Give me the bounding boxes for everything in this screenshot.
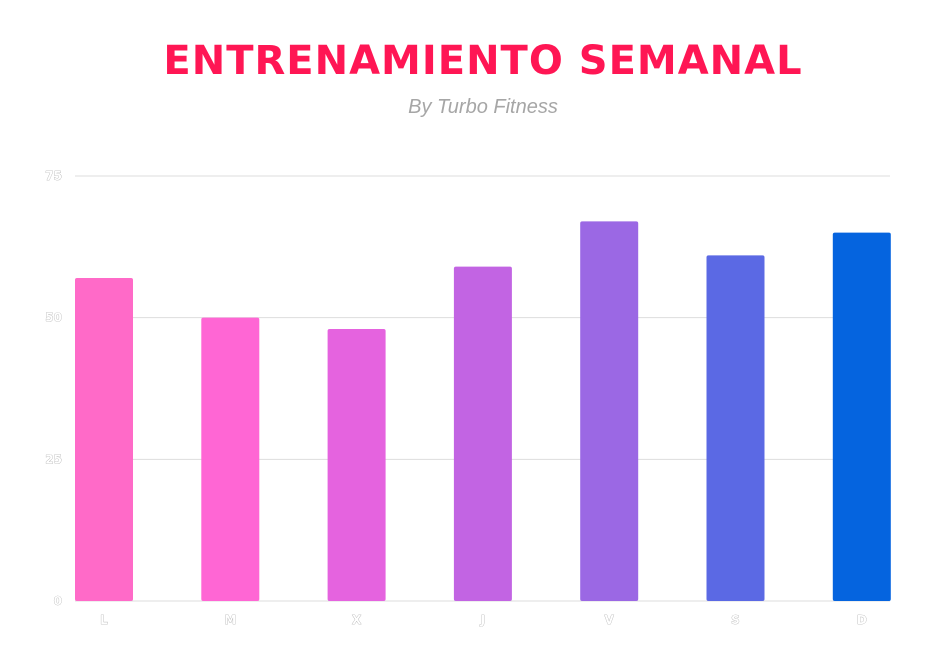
x-tick-label: V [605, 613, 615, 627]
bars [75, 221, 891, 602]
x-tick-label: M [224, 613, 236, 627]
bar-x [327, 329, 386, 601]
bar-d [832, 232, 891, 601]
bar-s [706, 255, 765, 602]
y-tick-label: 75 [45, 169, 62, 183]
chart-title: ENTRENAMIENTO SEMANAL [163, 38, 803, 84]
y-axis-ticks: 0 25 50 75 [45, 169, 62, 609]
bar-l [75, 278, 133, 601]
x-tick-label: J [480, 613, 485, 627]
bar-j [453, 266, 512, 601]
x-tick-label: L [100, 613, 108, 627]
x-tick-label: X [352, 613, 362, 627]
x-tick-label: D [857, 613, 867, 627]
bar-m [201, 317, 260, 601]
y-tick-label: 0 [54, 594, 62, 608]
y-tick-label: 50 [45, 311, 62, 325]
bar-v [580, 221, 639, 602]
chart-subtitle: By Turbo Fitness [408, 96, 558, 118]
y-tick-label: 25 [45, 452, 62, 466]
x-tick-label: S [731, 613, 740, 627]
